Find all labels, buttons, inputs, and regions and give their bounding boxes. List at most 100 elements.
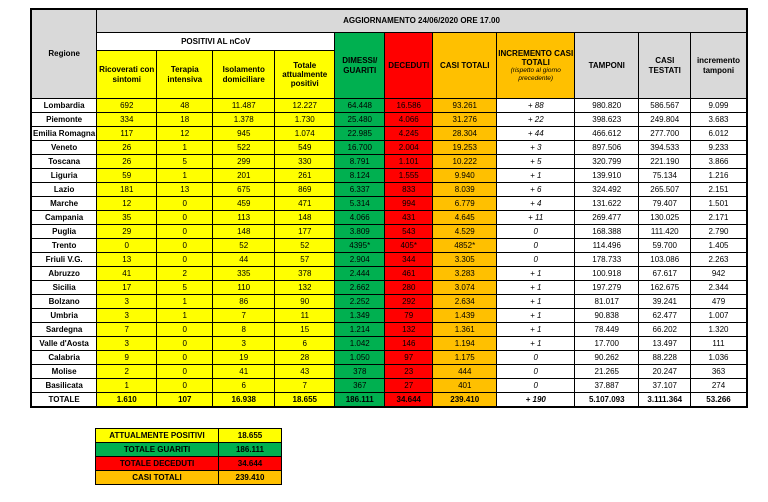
- incremento-casi-cell: + 5: [496, 154, 576, 169]
- tamponi-cell: 197.279: [574, 280, 640, 295]
- isolamento-cell: 522: [212, 140, 276, 155]
- deceduti-cell: 431: [384, 210, 434, 225]
- totale-positivi-header: Totale attualmente positivi: [274, 50, 336, 99]
- dimessi-guariti-header: DIMESSI/ GUARITI: [334, 32, 386, 99]
- incremento-casi-title: INCREMENTO CASI TOTALI: [498, 48, 574, 68]
- casi-testati-header: CASI TESTATI: [638, 32, 692, 99]
- casi-totali-cell: 9.940: [432, 168, 498, 183]
- casi-testati-cell: 13.497: [638, 336, 692, 351]
- attualmente-positivi-cell: 869: [274, 182, 336, 197]
- incremento-casi-cell: 0: [496, 364, 576, 379]
- deceduti-cell: 23: [384, 364, 434, 379]
- terapia-intensiva-cell: 5: [156, 280, 214, 295]
- region-name-cell: Campania: [30, 210, 98, 225]
- terapia-intensiva-cell: 12: [156, 126, 214, 141]
- incremento-casi-header: INCREMENTO CASI TOTALI (rispetto al gior…: [496, 32, 576, 99]
- incremento-tamponi-cell: 2.344: [690, 280, 748, 295]
- incremento-tamponi-cell: 1.320: [690, 322, 748, 337]
- tamponi-cell: 131.622: [574, 196, 640, 211]
- terapia-intensiva-cell: 1: [156, 308, 214, 323]
- table-body: Lombardia 692 48 11.487 12.227 64.448 16.586 93…: [30, 98, 748, 408]
- deceduti-cell: 405*: [384, 238, 434, 253]
- region-row: Puglia 29 0 148 177 3.809 543 4.529 0 168.388 111.…: [30, 224, 748, 239]
- tamponi-cell: 90.262: [574, 350, 640, 365]
- regione-column-header: Regione: [30, 8, 98, 99]
- region-name-cell: Molise: [30, 364, 98, 379]
- incremento-tamponi-cell: 479: [690, 294, 748, 309]
- summary-row-totale-guariti: TOTALE GUARITI 186.111: [95, 442, 282, 457]
- summary-row-attualmente-positivi: ATTUALMENTE POSITIVI 18.655: [95, 428, 282, 443]
- casi-testati-cell: 130.025: [638, 210, 692, 225]
- casi-totali-cell: 401: [432, 378, 498, 393]
- isolamento-cell: 7: [212, 308, 276, 323]
- ricoverati-cell: 59: [96, 168, 158, 183]
- terapia-intensiva-cell: 13: [156, 182, 214, 197]
- casi-totali-cell: 28.304: [432, 126, 498, 141]
- attualmente-positivi-cell: 549: [274, 140, 336, 155]
- summary-row-casi-totali: CASI TOTALI 239.410: [95, 470, 282, 485]
- ricoverati-cell: 692: [96, 98, 158, 113]
- guariti-cell: 1.214: [334, 322, 386, 337]
- tamponi-cell: 398.623: [574, 112, 640, 127]
- attualmente-positivi-cell: 471: [274, 196, 336, 211]
- guariti-cell: 4.066: [334, 210, 386, 225]
- attualmente-positivi-cell: 330: [274, 154, 336, 169]
- casi-totali-cell: 4.529: [432, 224, 498, 239]
- attualmente-positivi-cell: 28: [274, 350, 336, 365]
- ricoverati-cell: 26: [96, 140, 158, 155]
- guariti-cell: 1.050: [334, 350, 386, 365]
- region-name-cell: Veneto: [30, 140, 98, 155]
- region-name-cell: Lazio: [30, 182, 98, 197]
- incremento-casi-cell: + 6: [496, 182, 576, 197]
- region-name-cell: Valle d'Aosta: [30, 336, 98, 351]
- tamponi-cell: 100.918: [574, 266, 640, 281]
- ricoverati-cell: 334: [96, 112, 158, 127]
- summary-label: TOTALE DECEDUTI: [95, 456, 219, 471]
- deceduti-cell: 461: [384, 266, 434, 281]
- tamponi-cell: 21.265: [574, 364, 640, 379]
- guariti-cell: 4395*: [334, 238, 386, 253]
- report-title: AGGIORNAMENTO 24/06/2020 ORE 17.00: [96, 8, 748, 33]
- casi-testati-cell: 103.086: [638, 252, 692, 267]
- region-name-cell: TOTALE: [30, 392, 98, 408]
- region-name-cell: Marche: [30, 196, 98, 211]
- incremento-casi-cell: + 22: [496, 112, 576, 127]
- region-row: Lombardia 692 48 11.487 12.227 64.448 16.586 93…: [30, 98, 748, 113]
- terapia-intensiva-cell: 0: [156, 224, 214, 239]
- region-row: Abruzzo 41 2 335 378 2.444 461 3.283 + 1 100.918 6…: [30, 266, 748, 281]
- ricoverati-cell: 35: [96, 210, 158, 225]
- region-name-cell: Sicilia: [30, 280, 98, 295]
- terapia-intensiva-cell: 0: [156, 252, 214, 267]
- ricoverati-cell: 0: [96, 238, 158, 253]
- isolamento-cell: 299: [212, 154, 276, 169]
- guariti-cell: 2.662: [334, 280, 386, 295]
- terapia-intensiva-cell: 2: [156, 266, 214, 281]
- incremento-tamponi-cell: 111: [690, 336, 748, 351]
- isolamento-cell: 19: [212, 350, 276, 365]
- deceduti-cell: 97: [384, 350, 434, 365]
- ricoverati-cell: 13: [96, 252, 158, 267]
- summary-label: ATTUALMENTE POSITIVI: [95, 428, 219, 443]
- tamponi-cell: 178.733: [574, 252, 640, 267]
- region-row: Toscana 26 5 299 330 8.791 1.101 10.222 + 5 320.7…: [30, 154, 748, 169]
- incremento-casi-cell: + 88: [496, 98, 576, 113]
- isolamento-cell: 459: [212, 196, 276, 211]
- ricoverati-cell: 7: [96, 322, 158, 337]
- ricoverati-cell: 3: [96, 294, 158, 309]
- deceduti-cell: 833: [384, 182, 434, 197]
- isolamento-cell: 3: [212, 336, 276, 351]
- ricoverati-cell: 26: [96, 154, 158, 169]
- isolamento-cell: 86: [212, 294, 276, 309]
- isolamento-cell: 1.378: [212, 112, 276, 127]
- tamponi-cell: 466.612: [574, 126, 640, 141]
- casi-totali-cell: 8.039: [432, 182, 498, 197]
- isolamento-cell: 201: [212, 168, 276, 183]
- ricoverati-cell: 1.610: [96, 392, 158, 408]
- region-name-cell: Abruzzo: [30, 266, 98, 281]
- tamponi-cell: 37.887: [574, 378, 640, 393]
- casi-totali-cell: 10.222: [432, 154, 498, 169]
- tamponi-cell: 78.449: [574, 322, 640, 337]
- incremento-casi-cell: + 1: [496, 322, 576, 337]
- region-row: Bolzano 3 1 86 90 2.252 292 2.634 + 1 81.017 39.24…: [30, 294, 748, 309]
- incremento-tamponi-header: incremento tamponi: [690, 32, 748, 99]
